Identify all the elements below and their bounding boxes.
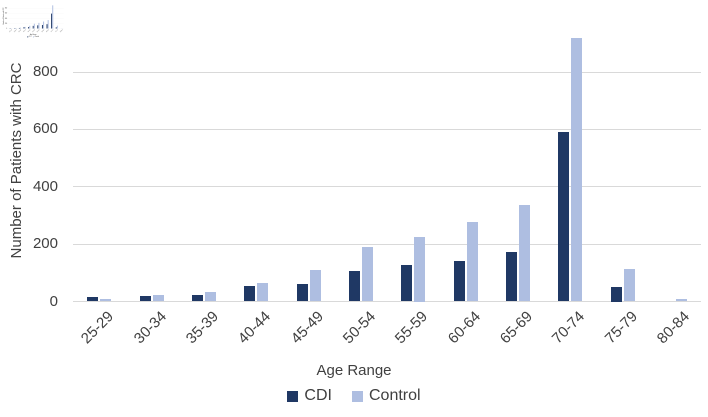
bar-cdi-50-54 (32, 25, 34, 29)
x-tick-label-55-59: 55-59 (392, 308, 432, 348)
legend-label-cdi: CDI (28, 36, 32, 38)
bar-cdi-75-79 (610, 287, 622, 302)
x-tick-label-50-54: 50-54 (339, 308, 379, 348)
x-tick-label-30-34: 30-34 (130, 308, 170, 348)
y-tick-label-200: 200 (4, 22, 8, 25)
y-tick-label-800: 800 (4, 7, 8, 10)
y-tick-label-400: 400 (4, 17, 8, 20)
chart-legend: CDI Control (2, 36, 64, 38)
bar-control-30-34 (152, 295, 164, 302)
legend-item-cdi: CDI (27, 36, 31, 38)
y-tick-label-600: 600 (32, 120, 58, 138)
x-axis-title: Age Range (316, 362, 392, 379)
bar-control-60-64 (43, 21, 45, 29)
y-tick-label-800: 800 (32, 63, 58, 80)
bar-cdi-60-64 (41, 24, 43, 29)
x-tick-label-65-69: 65-69 (496, 308, 536, 348)
gridline-400 (73, 186, 701, 188)
bar-control-45-49 (29, 25, 31, 29)
gridline-600 (73, 128, 701, 130)
bar-control-55-59 (414, 236, 426, 302)
x-tick-label-40-44: 40-44 (235, 308, 275, 348)
bar-cdi-60-64 (453, 261, 465, 302)
legend-item-control: Control (351, 387, 421, 405)
bar-cdi-55-59 (401, 264, 413, 302)
bar-cdi-65-69 (46, 24, 48, 29)
x-tick-label-45-49: 45-49 (287, 308, 327, 348)
gridline-800 (73, 71, 701, 73)
bar-cdi-40-44 (23, 27, 25, 29)
bar-control-65-69 (518, 205, 530, 302)
bar-cdi-25-29 (87, 297, 99, 302)
legend-item-control: Control (32, 36, 40, 38)
bar-control-35-39 (204, 292, 216, 302)
bar-control-75-79 (623, 268, 635, 302)
bar-control-40-44 (257, 282, 269, 302)
bar-cdi-70-74 (558, 132, 570, 302)
bar-cdi-75-79 (55, 27, 57, 29)
bar-cdi-35-39 (18, 27, 20, 29)
x-tick-label-75-79: 75-79 (601, 308, 641, 348)
legend-swatch-cdi (27, 36, 29, 38)
y-tick-label-600: 600 (4, 12, 8, 15)
x-tick-label-80-84: 80-84 (653, 308, 693, 348)
x-tick-label-70-74: 70-74 (549, 308, 589, 348)
x-axis-title: Age Range (29, 33, 37, 36)
bar-control-55-59 (38, 22, 40, 29)
bar-cdi-65-69 (505, 252, 517, 302)
bar-cdi-55-59 (37, 25, 39, 29)
y-tick-label-400: 400 (32, 177, 58, 195)
y-tick-label-0: 0 (6, 27, 8, 30)
bar-cdi-30-34 (14, 28, 16, 29)
bar-control-60-64 (466, 221, 478, 302)
x-axis-line (73, 301, 701, 302)
x-tick-label-25-29: 25-29 (78, 308, 118, 348)
bar-control-70-74 (52, 5, 54, 29)
bar-cdi-50-54 (348, 271, 360, 302)
bar-cdi-35-39 (191, 295, 203, 302)
bar-control-25-29 (100, 299, 112, 302)
bar-control-50-54 (33, 23, 35, 29)
y-tick-label-200: 200 (32, 235, 58, 253)
legend-item-cdi: CDI (287, 387, 332, 405)
bar-control-65-69 (47, 20, 49, 29)
bar-cdi-40-44 (244, 285, 256, 302)
bar-control-70-74 (571, 37, 583, 302)
bar-control-35-39 (20, 27, 21, 29)
thumbnail-chart: 0 200 400 600 800 25-29 30-34 35-39 40-44 45-49 50… (2, 2, 64, 39)
bar-control-40-44 (24, 26, 26, 29)
bar-control-30-34 (15, 27, 17, 29)
bar-control-75-79 (56, 25, 58, 29)
bar-cdi-30-34 (139, 295, 151, 302)
x-tick-label-60-64: 60-64 (444, 308, 484, 348)
x-tick-label-35-39: 35-39 (182, 308, 222, 348)
bar-control-45-49 (309, 269, 321, 302)
bar-cdi-70-74 (51, 13, 53, 29)
gridline-200 (73, 243, 701, 245)
legend-label-control: Control (368, 387, 421, 404)
y-axis-title: Number of Patients with CRC (8, 62, 25, 259)
bar-control-80-84 (675, 298, 687, 302)
bar-cdi-45-49 (296, 283, 308, 302)
legend-label-cdi: CDI (304, 387, 332, 404)
bar-cdi-45-49 (28, 26, 30, 29)
y-tick-label-0: 0 (49, 292, 58, 310)
legend-label-control: Control (34, 36, 40, 38)
bar-control-50-54 (361, 246, 373, 302)
legend-swatch-control (351, 390, 363, 402)
legend-swatch-control (32, 36, 34, 38)
chart-thumbnail: 0 200 400 600 800 25-29 30-34 35-39 40-44 45-49 50… (2, 2, 66, 42)
chart-legend: CDI Control (0, 387, 708, 405)
legend-swatch-cdi (287, 390, 299, 402)
